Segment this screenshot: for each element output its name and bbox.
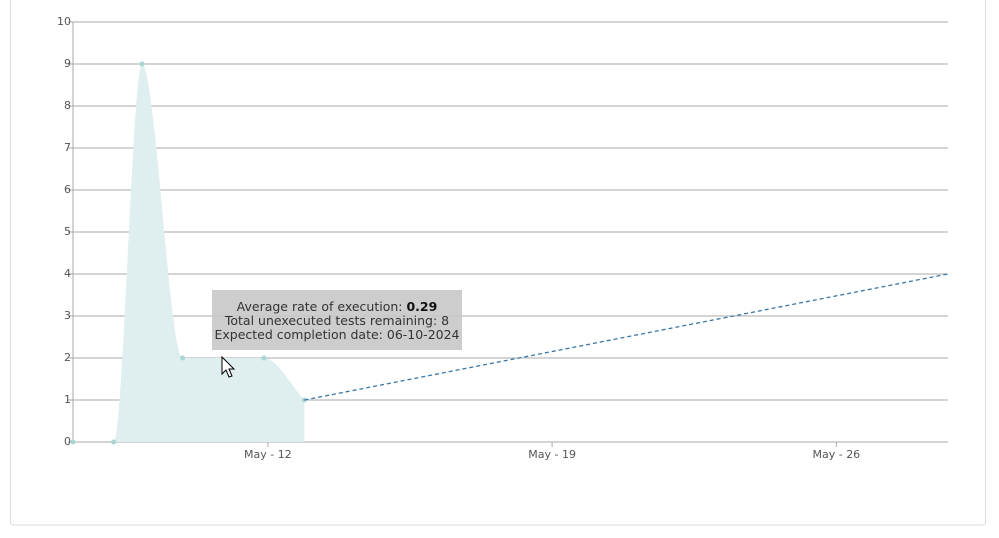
point <box>261 355 267 361</box>
y-tick-label: 9 <box>64 57 71 70</box>
x-tick-label: May - 12 <box>244 448 292 461</box>
area <box>73 64 305 442</box>
tooltip-completion: Expected completion date: 06-10-2024 <box>214 327 460 342</box>
point <box>180 355 186 361</box>
y-tick-label: 8 <box>64 99 71 112</box>
y-tick-label: 7 <box>64 141 71 154</box>
point <box>111 439 117 445</box>
projection-line <box>304 273 949 401</box>
tooltip-rate: Average rate of execution: 0.29 <box>212 300 462 314</box>
x-tick-label: May - 26 <box>812 448 860 461</box>
y-tick-label: 6 <box>64 183 71 196</box>
y-tick-label: 2 <box>64 351 71 364</box>
tooltip: Average rate of execution: 0.29 Total un… <box>212 290 462 350</box>
y-tick-label: 10 <box>57 15 71 28</box>
point <box>70 439 76 445</box>
y-tick-label: 0 <box>64 435 71 448</box>
y-tick-label: 3 <box>64 309 71 322</box>
y-tick-label: 5 <box>64 225 71 238</box>
tooltip-rate-label: Average rate of execution: <box>236 299 403 314</box>
y-tick-label: 4 <box>64 267 71 280</box>
x-tick-label: May - 19 <box>528 448 576 461</box>
y-tick-label: 1 <box>64 393 71 406</box>
card-border <box>10 0 986 526</box>
tooltip-remaining: Total unexecuted tests remaining: 8 <box>224 313 450 328</box>
point <box>139 61 145 67</box>
cursor <box>221 355 236 378</box>
tooltip-rate-value: 0.29 <box>406 299 438 314</box>
